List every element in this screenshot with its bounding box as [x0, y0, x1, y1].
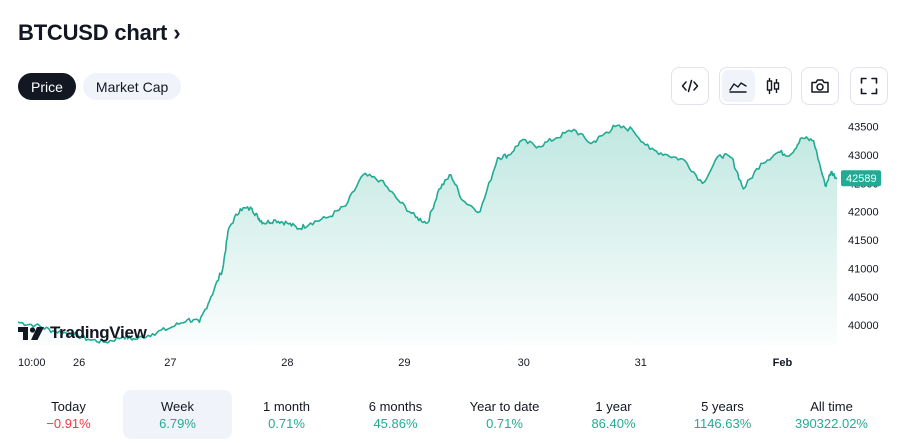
x-tick-label: Feb [773, 357, 793, 369]
x-tick-label: 29 [398, 357, 410, 369]
period-change: 0.71% [486, 415, 523, 431]
x-tick-label: 27 [164, 357, 176, 369]
tab-price[interactable]: Price [18, 73, 76, 100]
fullscreen-icon [860, 77, 878, 95]
period-change: 6.79% [159, 415, 196, 431]
chart-title[interactable]: BTCUSD chart [18, 20, 168, 45]
period-change: −0.91% [46, 415, 91, 431]
performance-periods: Today −0.91% Week 6.79% 1 month 0.71% 6 months… [14, 390, 886, 439]
period-change: 390322.02% [794, 415, 868, 431]
x-tick-label: 31 [635, 357, 647, 369]
toolbar-embed [671, 67, 709, 105]
fullscreen-button[interactable] [850, 67, 888, 105]
page-title[interactable]: BTCUSD chart › [18, 20, 181, 46]
y-tick-label: 40500 [848, 292, 879, 304]
last-price-marker: 42589 [841, 170, 881, 187]
period-change: 45.86% [373, 415, 418, 431]
candles-style-button[interactable] [757, 70, 790, 102]
price-line [17, 124, 838, 344]
period-1-year[interactable]: 1 year 86.40% [559, 390, 668, 439]
embed-code-icon [681, 79, 699, 93]
period-5-years[interactable]: 5 years 1146.63% [668, 390, 777, 439]
snapshot-button[interactable] [801, 67, 839, 105]
period-year-to-date[interactable]: Year to date 0.71% [450, 390, 559, 439]
embed-button[interactable] [671, 67, 709, 105]
toolbar-fullscreen [850, 67, 888, 105]
y-tick-label: 43000 [848, 150, 879, 162]
period-label: 5 years [701, 398, 744, 414]
period-label: 6 months [368, 398, 423, 414]
last-price-label: 42589 [846, 173, 877, 185]
x-tick-label: 26 [73, 357, 85, 369]
period-change: 86.40% [591, 415, 636, 431]
y-tick-label: 42000 [848, 207, 879, 219]
tradingview-logo-icon [18, 327, 44, 340]
area-chart-icon [729, 82, 747, 93]
camera-icon [811, 79, 829, 93]
period-label: 1 month [263, 398, 310, 414]
logo-text: TradingView [50, 323, 147, 342]
x-tick-label: 28 [281, 357, 293, 369]
period-6-months[interactable]: 6 months 45.86% [341, 390, 450, 439]
period-label: Year to date [469, 398, 540, 414]
period-label: 1 year [595, 398, 632, 414]
chevron-right-icon: › [173, 20, 181, 45]
period-label: Week [161, 398, 194, 414]
candlestick-icon [766, 78, 779, 94]
period-label: Today [51, 398, 86, 414]
x-axis: 10:00 26 27 28 29 30 31 Feb [18, 357, 792, 369]
last-price-label-bg [841, 170, 881, 187]
period-1-month[interactable]: 1 month 0.71% [232, 390, 341, 439]
tab-market-cap[interactable]: Market Cap [82, 73, 182, 100]
period-today[interactable]: Today −0.91% [14, 390, 123, 439]
x-tick-label: 30 [518, 357, 530, 369]
tradingview-logo[interactable]: TradingView [18, 323, 147, 343]
period-all-time[interactable]: All time 390322.02% [777, 390, 886, 439]
price-area-fill [18, 125, 837, 345]
y-tick-label: 41500 [848, 235, 879, 247]
y-tick-label: 40000 [848, 320, 879, 332]
area-style-button[interactable] [722, 70, 755, 102]
period-change: 1146.63% [693, 415, 752, 431]
y-tick-label: 43500 [848, 122, 879, 134]
chart-style-toggle [719, 67, 792, 105]
toolbar-snapshot [801, 67, 839, 105]
x-tick-label: 10:00 [18, 357, 46, 369]
period-label: All time [810, 398, 853, 414]
y-tick-label: 41000 [848, 263, 879, 275]
period-week[interactable]: Week 6.79% [123, 390, 232, 439]
price-chart[interactable]: 4000040500410004150042000425004300043500… [0, 110, 900, 380]
chart-tabs: Price Market Cap [18, 73, 182, 100]
period-change: 0.71% [268, 415, 305, 431]
y-axis: 4000040500410004150042000425004300043500 [848, 122, 879, 333]
